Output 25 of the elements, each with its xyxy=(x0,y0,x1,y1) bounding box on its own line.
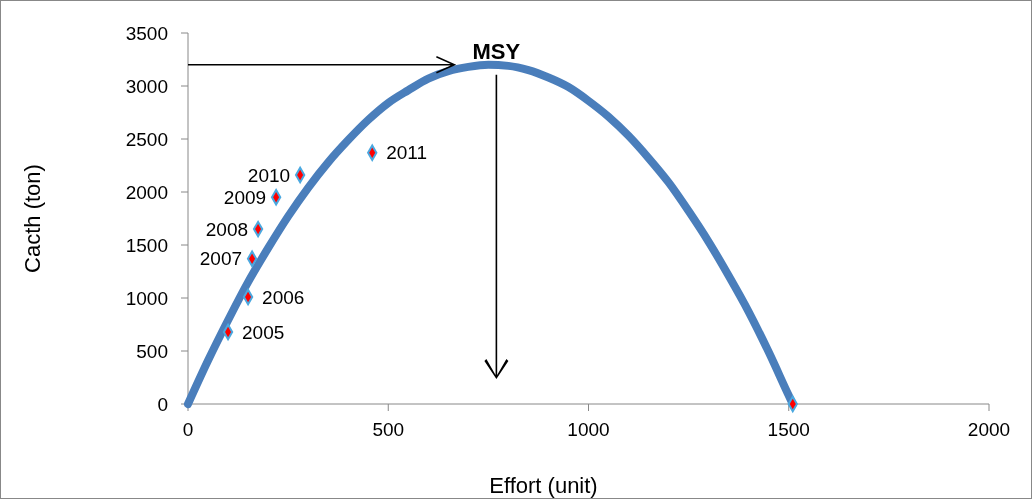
y-tick-label: 3000 xyxy=(125,75,168,97)
point xyxy=(246,250,258,267)
x-tick-label: 1500 xyxy=(767,419,810,440)
annotation: 2005 xyxy=(242,321,285,343)
y-tick-label: 500 xyxy=(136,340,168,362)
y-tick-label: 2000 xyxy=(125,181,168,203)
annotation: 2011 xyxy=(386,142,428,164)
annotation: 2008 xyxy=(205,218,249,240)
y-tick-label: 3500 xyxy=(125,22,168,44)
x-tick-label: 500 xyxy=(372,419,405,440)
x-tick-label: 0 xyxy=(182,419,194,440)
y-tick-label: 1500 xyxy=(125,234,168,256)
y-tick-label: 2500 xyxy=(125,128,168,150)
y-axis-title: Cacth (ton) xyxy=(20,164,45,273)
annotation: 2006 xyxy=(262,286,305,308)
annotation: MSY xyxy=(472,39,521,65)
x-axis-title: Effort (unit) xyxy=(489,473,598,498)
y-tick-label: 0 xyxy=(157,393,168,415)
annotation: 2007 xyxy=(199,248,243,270)
y-tick-label: 1000 xyxy=(125,287,168,309)
point xyxy=(270,189,282,206)
x-tick-label: 1000 xyxy=(567,419,610,440)
annotation: 2009 xyxy=(223,186,267,208)
x-tick-label: 2000 xyxy=(967,419,1011,440)
annotation: 2010 xyxy=(247,164,291,186)
